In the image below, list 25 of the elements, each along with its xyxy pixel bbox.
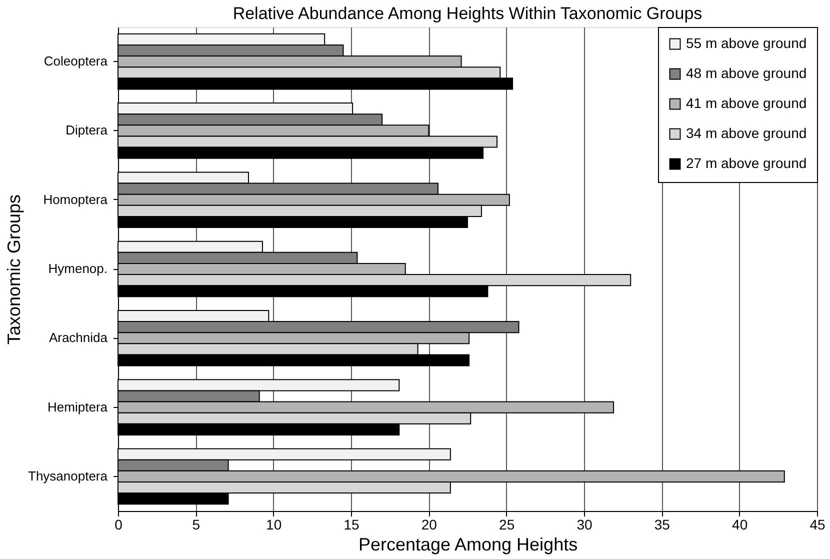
legend-label: 41 m above ground xyxy=(686,95,807,111)
chart-title: Relative Abundance Among Heights Within Taxonomic Groups xyxy=(232,4,702,23)
x-tick-label: 35 xyxy=(654,516,670,532)
x-tick-label: 15 xyxy=(344,516,360,532)
legend-label: 34 m above ground xyxy=(686,125,807,141)
x-axis-title: Percentage Among Heights xyxy=(358,534,578,554)
y-tick-label: Diptera xyxy=(66,122,108,138)
y-tick-label: Arachnida xyxy=(48,330,108,346)
x-tick-label: 20 xyxy=(421,516,438,532)
x-tick-label: 5 xyxy=(192,516,200,532)
legend-label: 27 m above ground xyxy=(686,155,807,171)
y-tick-label: Hemiptera xyxy=(48,399,108,414)
x-tick-label: 10 xyxy=(266,516,282,532)
x-tick-label: 30 xyxy=(576,516,592,532)
x-tick-label: 0 xyxy=(114,516,123,532)
legend-label: 55 m above ground xyxy=(686,35,807,51)
legend-label: 48 m above ground xyxy=(686,65,807,81)
y-tick-label: Thysanoptera xyxy=(28,468,108,484)
x-tick-label: 40 xyxy=(732,516,748,532)
y-tick-label: Hymenop. xyxy=(48,261,108,276)
x-tick-label: 45 xyxy=(810,516,826,532)
x-tick-label: 25 xyxy=(499,516,515,532)
y-tick-label: Coleoptera xyxy=(44,54,108,69)
y-tick-label: Homoptera xyxy=(43,192,108,207)
y-axis-title: Taxonomic Groups xyxy=(4,194,24,345)
